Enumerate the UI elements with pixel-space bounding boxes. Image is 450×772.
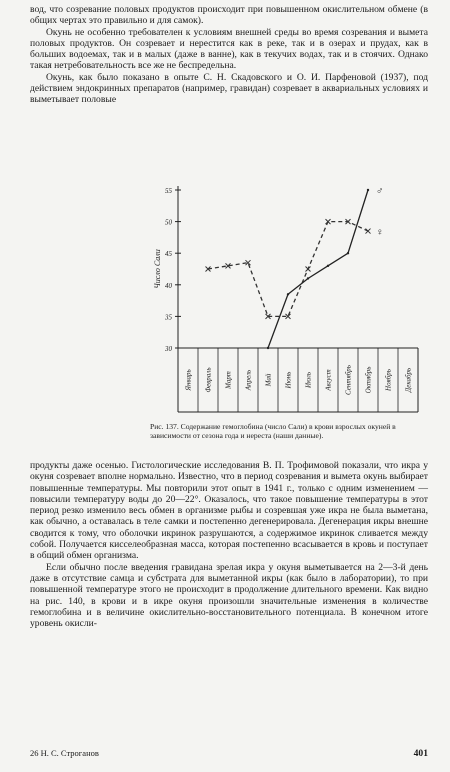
point-marker	[365, 228, 371, 234]
legend-label: ♂	[376, 186, 384, 197]
paragraph: Окунь не особенно требователен к условия…	[30, 26, 428, 72]
point-marker	[205, 266, 211, 272]
x-tick-label: Март	[225, 371, 233, 390]
y-tick-label: 35	[164, 313, 173, 321]
paragraph: продукты даже осенью. Гистологические ис…	[30, 460, 428, 562]
x-tick-label: Декабрь	[405, 368, 413, 393]
text-top: вод, что созревание половых продуктов пр…	[30, 4, 428, 106]
series-line	[267, 189, 369, 349]
point-marker	[225, 262, 231, 269]
point-marker	[325, 218, 331, 225]
point-marker	[305, 266, 311, 272]
point-marker	[326, 264, 330, 268]
y-tick-label: 50	[165, 219, 173, 227]
x-tick-label: Август	[325, 369, 333, 391]
paragraph: Окунь, как было показано в опыте С. Н. С…	[30, 71, 428, 106]
text-bottom: продукты даже осенью. Гистологические ис…	[30, 460, 428, 629]
y-tick-label: 45	[165, 250, 173, 258]
x-tick-label: Январь	[185, 369, 193, 391]
point-marker	[286, 293, 290, 296]
page-number: 401	[413, 748, 428, 759]
paragraph: Если обычно после введения гравидана зре…	[30, 561, 428, 630]
point-marker	[346, 252, 350, 255]
figure-caption: Рис. 137. Содержание гемоглобина (число …	[150, 422, 396, 440]
point-marker	[345, 218, 351, 225]
signature: 26 Н. С. Строганов	[30, 748, 99, 758]
point-marker	[265, 313, 271, 320]
point-marker	[306, 277, 310, 280]
footer: 26 Н. С. Строганов 401	[30, 748, 428, 759]
point-marker	[285, 313, 291, 320]
point-marker	[245, 259, 251, 266]
series-line	[207, 220, 369, 318]
y-axis-label: Число Сали	[153, 249, 162, 289]
point-marker	[366, 188, 370, 192]
y-tick-label: 55	[165, 187, 173, 195]
y-tick-label: 30	[164, 345, 173, 353]
x-tick-label: Февраль	[205, 367, 213, 392]
x-tick-label: Июль	[305, 372, 313, 389]
x-tick-label: Апрель	[245, 370, 253, 391]
legend-label: ♀	[376, 227, 384, 238]
point-marker	[266, 346, 270, 350]
x-tick-label: Май	[265, 373, 273, 387]
chart: Число Сали 30 35 40 45 50 55 Январь Февраль Март А…	[153, 186, 419, 413]
x-tick-label: Июнь	[285, 372, 293, 390]
x-tick-label: Сентябрь	[345, 365, 353, 395]
paragraph: вод, что созревание половых продуктов пр…	[30, 4, 428, 27]
x-tick-label: Октябрь	[365, 367, 373, 394]
y-tick-label: 40	[165, 282, 173, 290]
x-tick-label: Ноябрь	[385, 369, 393, 392]
